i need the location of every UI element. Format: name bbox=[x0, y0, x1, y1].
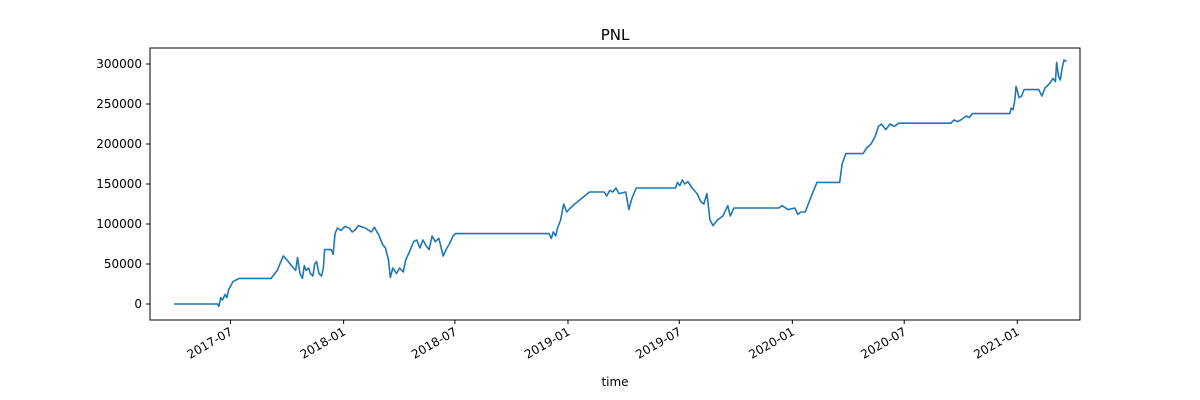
x-tick-label: 2017-07 bbox=[185, 324, 235, 361]
x-tick-label: 2019-01 bbox=[522, 324, 572, 361]
x-tick-label: 2020-01 bbox=[746, 324, 796, 361]
x-tick-label: 2020-07 bbox=[858, 324, 908, 361]
x-tick-label: 2018-01 bbox=[298, 324, 348, 361]
y-tick-label: 250000 bbox=[96, 97, 142, 111]
plot-area bbox=[173, 59, 1067, 308]
x-tick-label: 2018-07 bbox=[409, 324, 459, 361]
x-axis-label: time bbox=[601, 375, 628, 389]
x-tick-label: 2021-01 bbox=[971, 324, 1021, 361]
y-axis: 0 50000 100000 150000 200000 250000 300000 bbox=[96, 57, 150, 311]
chart-title: PNL bbox=[601, 26, 630, 44]
x-axis: 2017-07 2018-01 2018-07 2019-01 2019-07 2020-… bbox=[185, 320, 1022, 362]
y-tick-label: 200000 bbox=[96, 137, 142, 151]
y-tick-label: 50000 bbox=[104, 257, 142, 271]
y-tick-label: 300000 bbox=[96, 57, 142, 71]
y-tick-label: 0 bbox=[134, 297, 142, 311]
plot-frame bbox=[149, 47, 1081, 321]
series-line-0 bbox=[173, 59, 1067, 308]
y-tick-label: 100000 bbox=[96, 217, 142, 231]
x-tick-label: 2019-07 bbox=[633, 324, 683, 361]
y-tick-label: 150000 bbox=[96, 177, 142, 191]
